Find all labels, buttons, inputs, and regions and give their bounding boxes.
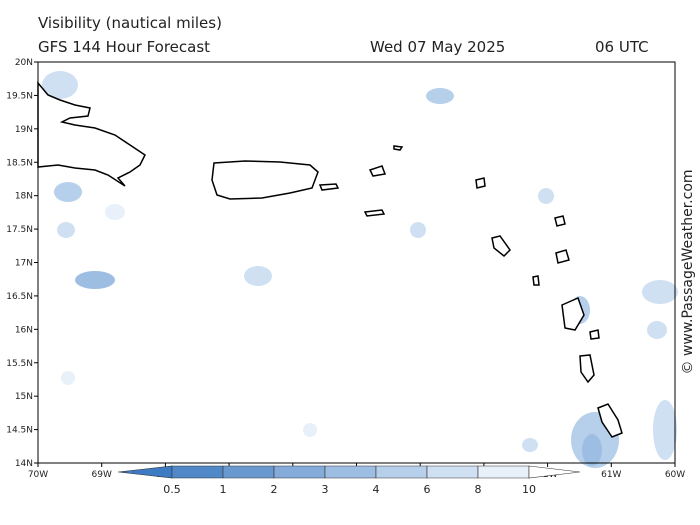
lat-label: 17N <box>15 259 33 269</box>
lat-label: 19.5N <box>6 91 33 101</box>
colorbar-segment <box>117 465 173 479</box>
colorbar-segment <box>375 465 428 479</box>
visibility-field <box>42 71 678 468</box>
lon-label: 70W <box>28 470 48 480</box>
colorbar-label: 6 <box>424 483 431 496</box>
lat-label: 15.5N <box>6 359 33 369</box>
colorbar-label: 1 <box>220 483 227 496</box>
lon-label: 61W <box>601 470 621 480</box>
colorbar-label: 0.5 <box>163 483 181 496</box>
lat-label: 16.5N <box>6 292 33 302</box>
lon-label: 60W <box>665 470 685 480</box>
lat-label: 18N <box>15 192 33 202</box>
model-run: GFS 144 Hour Forecast <box>38 38 210 56</box>
watermark: © www.PassageWeather.com <box>680 169 696 374</box>
colorbar-segment <box>426 465 479 479</box>
title: Visibility (nautical miles) <box>38 14 222 32</box>
colorbar-segment <box>477 465 530 479</box>
colorbar-label: 10 <box>522 483 536 496</box>
coastlines <box>37 80 623 438</box>
lat-label: 16N <box>15 325 33 335</box>
lat-label: 20N <box>15 58 33 68</box>
colorbar-segment <box>222 465 275 479</box>
forecast-time: 06 UTC <box>595 38 649 56</box>
colorbar-segment <box>273 465 326 479</box>
lat-label: 19N <box>15 125 33 135</box>
lat-label: 14.5N <box>6 426 33 436</box>
map-frame <box>37 61 676 464</box>
colorbar-label: 2 <box>271 483 278 496</box>
colorbar-label: 8 <box>475 483 482 496</box>
lon-label: 69W <box>92 470 112 480</box>
colorbar-label: 3 <box>322 483 329 496</box>
forecast-date: Wed 07 May 2025 <box>370 38 505 56</box>
lat-label: 15N <box>15 392 33 402</box>
lat-label: 18.5N <box>6 158 33 168</box>
colorbar-segment <box>528 465 581 479</box>
lat-label: 14N <box>15 459 33 469</box>
colorbar-segment <box>171 465 224 479</box>
colorbar-label: 4 <box>373 483 380 496</box>
colorbar-segment <box>324 465 377 479</box>
lat-label: 17.5N <box>6 225 33 235</box>
